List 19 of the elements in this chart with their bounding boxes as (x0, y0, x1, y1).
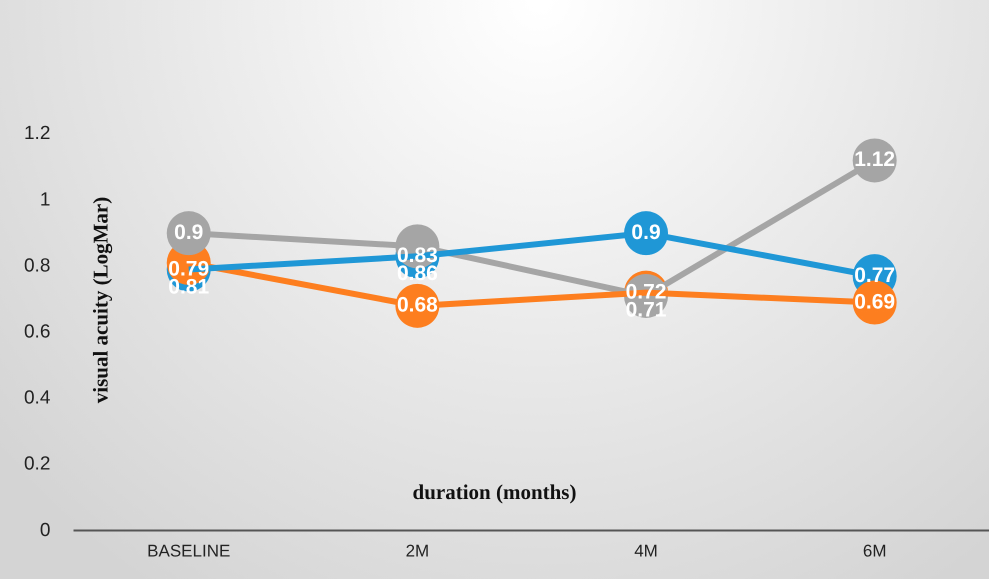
data-label: 0.69 (854, 290, 896, 314)
data-label: 0.9 (174, 220, 204, 244)
y-axis-title: visual acuity (LogMar) (88, 196, 114, 404)
x-tick-label: 2M (406, 541, 430, 560)
y-tick-label: 1.2 (24, 123, 50, 144)
y-tick-label: 0.4 (24, 388, 51, 409)
x-tick-label: BASELINE (147, 541, 230, 560)
y-tick-label: 1 (40, 189, 50, 210)
x-tick-label: 4M (634, 541, 658, 560)
data-label: 0.77 (854, 264, 896, 287)
x-tick-label: 6M (862, 541, 886, 560)
data-label: 0.9 (631, 220, 661, 244)
y-tick-label: 0.8 (24, 255, 50, 276)
y-tick-label: 0.6 (24, 322, 50, 343)
y-tick-label: 0.2 (24, 454, 50, 475)
data-label: 1.12 (854, 148, 896, 172)
data-label: 0.68 (396, 294, 438, 317)
y-tick-label: 0 (40, 520, 50, 541)
x-axis-title: duration (months) (412, 480, 578, 505)
